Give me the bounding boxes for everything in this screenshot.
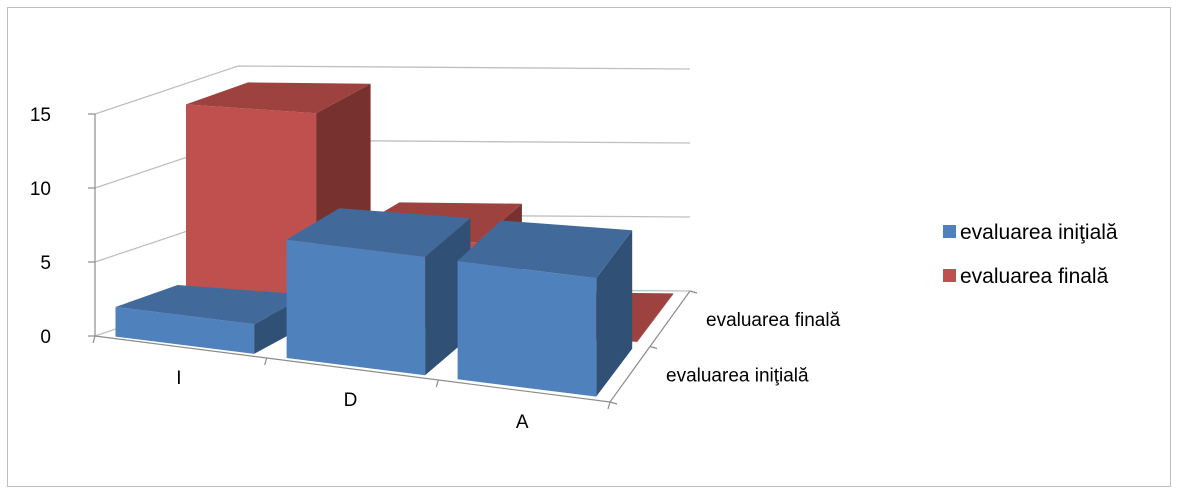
bar-initial-D (286, 208, 471, 376)
x-tick-mark (607, 401, 611, 410)
bar-initial-I (115, 285, 309, 354)
legend: evaluarea iniţială evaluarea finală (943, 221, 1118, 288)
bar-initial-A (457, 220, 633, 397)
x-tick-mark (264, 357, 268, 366)
legend-label: evaluarea finală (960, 265, 1109, 288)
depth-axis-label: evaluarea finală (706, 310, 841, 331)
legend-swatch (943, 269, 956, 282)
x-tick-label: I (176, 368, 181, 389)
x-tick-mark (92, 335, 96, 344)
y-tick-label: 5 (40, 253, 51, 274)
depth-tick-mark (609, 401, 618, 405)
depth-axis-label: evaluarea iniţială (666, 365, 809, 386)
legend-swatch (943, 225, 956, 238)
axes (88, 113, 698, 410)
y-tick-label: 0 (40, 327, 51, 348)
bars (115, 82, 674, 397)
x-tick-label: A (516, 412, 529, 433)
gridline-10 (94, 139, 691, 189)
x-tick-mark (435, 379, 439, 388)
gridline-15 (94, 65, 691, 115)
legend-item-final: evaluarea finală (943, 265, 1109, 288)
depth-tick-mark (649, 345, 658, 350)
x-tick-label: D (344, 390, 358, 411)
y-tick-label: 10 (30, 179, 51, 200)
depth-tick-mark (689, 290, 698, 294)
legend-label: evaluarea iniţială (960, 221, 1118, 244)
y-tick-label: 15 (30, 105, 51, 126)
legend-item-initial: evaluarea iniţială (943, 221, 1118, 244)
